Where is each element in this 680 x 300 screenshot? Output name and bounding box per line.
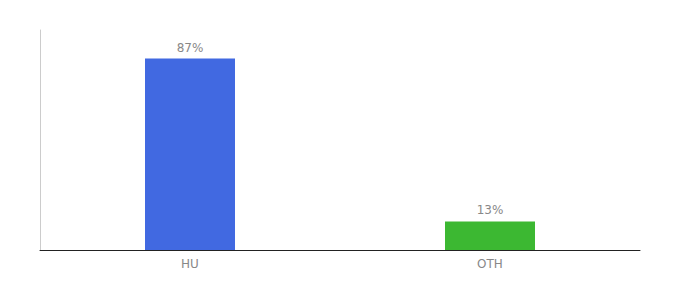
svg-text:87%: 87% — [177, 41, 204, 55]
svg-text:HU: HU — [181, 257, 199, 271]
svg-text:OTH: OTH — [477, 257, 503, 271]
svg-text:13%: 13% — [477, 203, 504, 217]
